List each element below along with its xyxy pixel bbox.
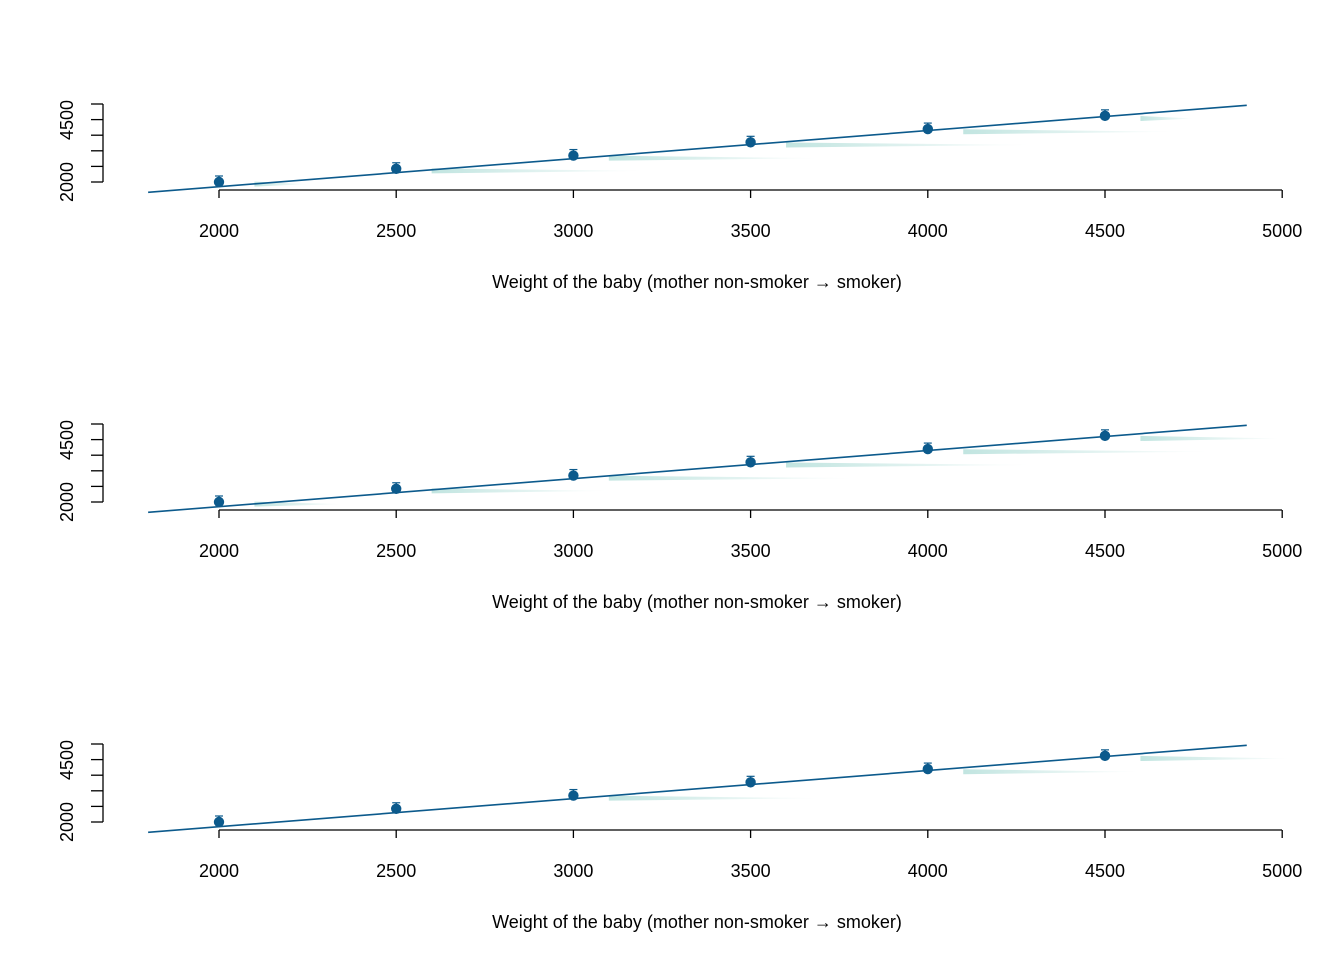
x-tick-label: 5000 bbox=[1262, 221, 1302, 241]
density-tail bbox=[963, 449, 1212, 455]
x-axis-label: Weight of the baby (mother non-smoker → … bbox=[492, 592, 902, 612]
x-tick-label: 4500 bbox=[1085, 861, 1125, 881]
data-point bbox=[922, 443, 933, 455]
x-tick-label: 3500 bbox=[731, 541, 771, 561]
density-tail bbox=[608, 475, 857, 481]
x-tick-label: 4500 bbox=[1085, 541, 1125, 561]
chart-panel-1: 2000 2500 3000 3500 4000 4500 5000 Weight of th… bbox=[57, 100, 1302, 292]
data-point bbox=[568, 470, 579, 481]
density-tail bbox=[1140, 755, 1293, 761]
chart-panel-3: 2000 2500 3000 3500 4000 4500 5000 Weight of th… bbox=[57, 740, 1302, 932]
data-point bbox=[391, 483, 402, 494]
density-tail bbox=[431, 488, 609, 494]
x-tick-label: 5000 bbox=[1262, 861, 1302, 881]
series-line bbox=[148, 104, 1247, 194]
x-tick-label: 3500 bbox=[731, 861, 771, 881]
x-tick-label: 2000 bbox=[199, 221, 239, 241]
series-line bbox=[148, 744, 1247, 834]
x-tick-label: 2500 bbox=[376, 221, 416, 241]
data-point bbox=[213, 816, 225, 828]
data-point bbox=[745, 137, 756, 148]
data-point bbox=[1099, 430, 1111, 442]
data-point bbox=[1099, 750, 1111, 762]
y-tick-label: 2000 bbox=[57, 482, 77, 522]
data-point bbox=[568, 150, 579, 161]
data-point bbox=[391, 803, 402, 814]
x-axis-label: Weight of the baby (mother non-smoker → … bbox=[492, 272, 902, 292]
density-tail bbox=[608, 155, 822, 161]
density-tails bbox=[254, 435, 1283, 507]
x-tick-label: 4000 bbox=[908, 221, 948, 241]
x-tick-label: 3000 bbox=[553, 861, 593, 881]
x-tick-label: 3000 bbox=[553, 221, 593, 241]
x-tick-label: 2000 bbox=[199, 541, 239, 561]
data-point bbox=[745, 457, 756, 468]
y-tick-label: 4500 bbox=[57, 740, 77, 780]
data-point bbox=[922, 123, 933, 135]
data-point bbox=[745, 777, 756, 788]
x-axis-label: Weight of the baby (mother non-smoker → … bbox=[492, 912, 902, 932]
density-tail bbox=[786, 142, 1035, 148]
density-tail bbox=[963, 129, 1176, 135]
density-tails bbox=[254, 115, 1194, 187]
density-tail bbox=[1140, 115, 1194, 121]
y-tick-label: 2000 bbox=[57, 802, 77, 842]
density-tail bbox=[786, 462, 1035, 468]
density-tail bbox=[431, 168, 645, 174]
series-line bbox=[148, 424, 1247, 514]
y-tick-label: 4500 bbox=[57, 100, 77, 140]
x-tick-label: 3000 bbox=[553, 541, 593, 561]
density-tail bbox=[1140, 435, 1283, 441]
data-point bbox=[1099, 110, 1111, 122]
x-tick-label: 2500 bbox=[376, 861, 416, 881]
x-tick-label: 4000 bbox=[908, 541, 948, 561]
density-tail bbox=[608, 795, 822, 801]
data-point bbox=[391, 163, 402, 174]
y-tick-label: 4500 bbox=[57, 420, 77, 460]
x-tick-label: 5000 bbox=[1262, 541, 1302, 561]
x-tick-label: 2500 bbox=[376, 541, 416, 561]
data-point bbox=[922, 763, 933, 775]
density-tail bbox=[963, 769, 1141, 775]
data-point bbox=[213, 176, 225, 188]
x-tick-label: 2000 bbox=[199, 861, 239, 881]
y-tick-label: 2000 bbox=[57, 162, 77, 202]
density-tails bbox=[608, 755, 1293, 801]
x-tick-label: 4500 bbox=[1085, 221, 1125, 241]
chart-panel-2: 2000 2500 3000 3500 4000 4500 5000 Weight of th… bbox=[57, 420, 1302, 612]
x-tick-label: 3500 bbox=[731, 221, 771, 241]
data-point bbox=[568, 790, 579, 801]
data-point bbox=[213, 496, 225, 508]
x-tick-label: 4000 bbox=[908, 861, 948, 881]
